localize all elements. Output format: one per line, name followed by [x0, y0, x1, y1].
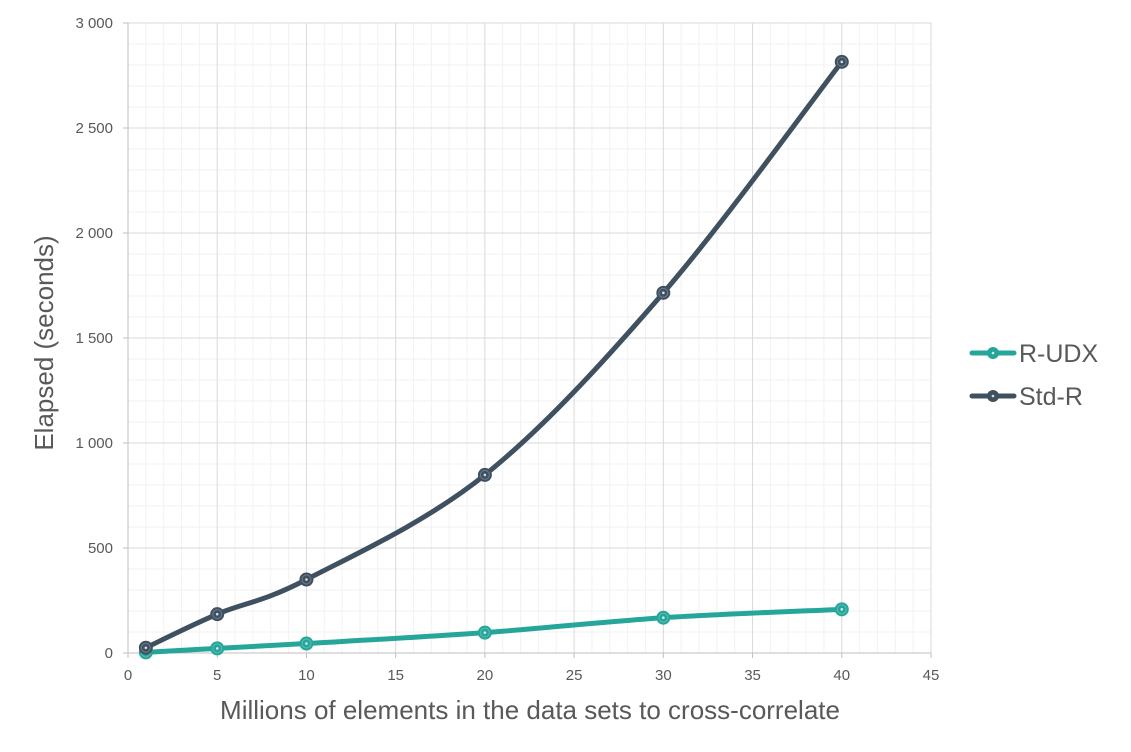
data-point-ring-r-udx [301, 638, 312, 649]
x-tick-label: 5 [213, 667, 221, 684]
data-point-ring-r-udx [658, 612, 669, 623]
data-point-ring-std-r [301, 574, 312, 585]
data-point-ring-std-r [658, 287, 669, 298]
x-tick-label: 10 [298, 667, 315, 684]
x-tick-label: 25 [566, 667, 583, 684]
data-point-center-std-r [840, 60, 844, 64]
data-points [138, 54, 849, 660]
y-tick-label: 2 000 [75, 225, 113, 242]
data-point-ring-r-udx [479, 627, 490, 638]
legend-item-std-r: Std-R [969, 383, 1083, 411]
data-point-center-std-r [144, 646, 148, 650]
grid [127, 22, 932, 654]
x-tick-label: 35 [744, 667, 761, 684]
data-point-center-std-r [662, 291, 665, 295]
x-tick-label: 0 [124, 667, 132, 684]
y-tick-label: 2 500 [75, 120, 113, 137]
axes [123, 22, 932, 658]
y-tick-label: 1 000 [75, 435, 113, 452]
legend-item-r-udx: R-UDX [969, 340, 1098, 368]
y-tick-label: 3 000 [75, 15, 113, 32]
legend-label: R-UDX [1019, 340, 1098, 368]
legend: R-UDX Std-R [969, 340, 1098, 411]
data-point-ring-r-udx [212, 643, 223, 654]
data-point-ring-std-r [836, 56, 847, 67]
legend-swatch-center [991, 351, 995, 355]
data-point-center-r-udx [662, 616, 665, 620]
series-lines [143, 59, 845, 655]
x-tick-label: 45 [923, 667, 940, 684]
y-tick-label: 500 [88, 540, 113, 557]
data-point-ring-std-r [479, 469, 490, 480]
data-point-center-r-udx [305, 642, 308, 645]
data-point-center-r-udx [840, 608, 844, 611]
y-axis-title: Elapsed (seconds) [29, 235, 59, 450]
legend-label: Std-R [1019, 383, 1083, 411]
x-tick-label: 30 [655, 667, 672, 684]
data-point-ring-std-r [212, 609, 223, 620]
y-tick-label: 0 [105, 645, 113, 662]
data-point-center-std-r [215, 612, 219, 616]
data-point-center-std-r [305, 578, 308, 581]
series-line-r-udx [143, 606, 845, 655]
data-point-ring-r-udx [836, 604, 847, 615]
data-point-ring-std-r [140, 642, 151, 653]
tick-labels: 0 5 10 15 20 25 30 35 40 45 0 500 1 000 1 500 2 000 2 5… [75, 15, 939, 684]
data-point-center-r-udx [483, 631, 487, 634]
x-tick-label: 20 [477, 667, 494, 684]
series-line-std-r [143, 59, 845, 651]
x-tick-label: 40 [833, 667, 850, 684]
data-point-center-r-udx [215, 647, 219, 650]
x-tick-label: 15 [387, 667, 404, 684]
y-tick-label: 1 500 [75, 330, 113, 347]
legend-swatch-center [991, 394, 995, 398]
data-point-center-std-r [483, 473, 487, 477]
x-axis-title: Millions of elements in the data sets to… [220, 695, 840, 725]
